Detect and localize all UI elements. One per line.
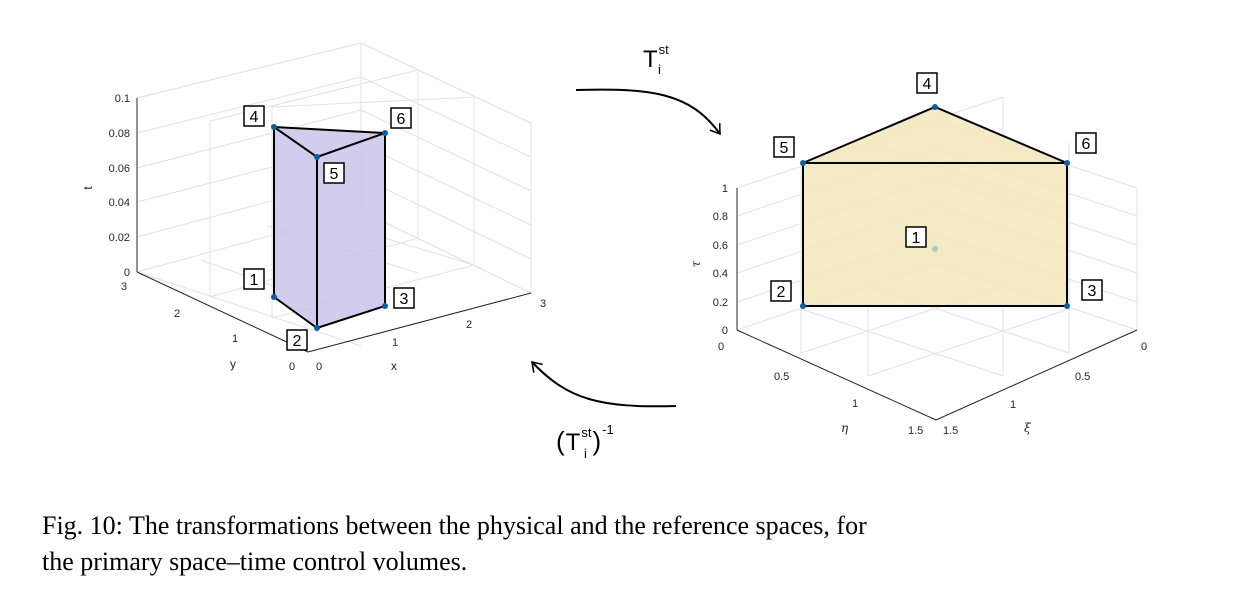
inverse-arrow <box>531 360 677 408</box>
svg-text:5: 5 <box>330 166 339 183</box>
svg-text:5: 5 <box>780 140 789 157</box>
eta-tick: 0.5 <box>774 371 789 383</box>
left-vertex-5: 5 <box>323 162 345 184</box>
left-x-ticks: 0 1 2 3 <box>316 298 546 373</box>
right-vertex-5: 5 <box>773 136 795 158</box>
t-tick: 0 <box>124 267 130 279</box>
right-axes <box>736 188 1138 421</box>
y-axis-label: y <box>230 357 236 371</box>
y-tick: 3 <box>121 281 127 293</box>
left-t-ticks: 0.1 0.08 0.06 0.04 0.02 0 <box>109 93 130 279</box>
t-tick: 0.08 <box>109 128 130 140</box>
left-vertex-4: 4 <box>243 105 265 127</box>
svg-text:3: 3 <box>400 291 409 308</box>
left-vertex-labels: 1 2 3 4 5 6 <box>243 105 415 351</box>
right-vertex-labels: 1 2 3 4 5 6 <box>770 72 1103 302</box>
x-tick: 3 <box>540 298 546 310</box>
forward-map-subscript: i <box>658 62 661 77</box>
xi-tick: 0.5 <box>1075 371 1090 383</box>
left-vertex-3: 3 <box>393 287 415 309</box>
physical-prism <box>270 124 388 331</box>
t-tick: 0.1 <box>115 93 130 105</box>
tau-axis-label: τ <box>689 260 703 267</box>
forward-map-label: Tst <box>643 42 669 73</box>
left-y-ticks: 3 2 1 0 <box>121 281 295 373</box>
svg-text:4: 4 <box>923 76 932 93</box>
x-tick: 2 <box>466 319 472 331</box>
right-vertex-6: 6 <box>1075 132 1097 154</box>
figure-caption: Fig. 10: The transformations between the… <box>42 508 1202 580</box>
caption-line-1: Fig. 10: The transformations between the… <box>42 511 867 540</box>
right-vertex-2: 2 <box>770 280 792 302</box>
right-tau-ticks: 1 0.8 0.6 0.4 0.2 0 <box>713 183 728 337</box>
reference-space-plot: 1 2 3 4 5 6 1 0.8 0.6 0.4 0.2 0 τ 0 0.5 … <box>689 72 1147 437</box>
t-axis-label: t <box>81 186 95 190</box>
inverse-map-label: (Tst)-1 <box>556 422 614 456</box>
tau-tick: 0.2 <box>713 297 728 309</box>
svg-text:1: 1 <box>250 272 259 289</box>
svg-text:2: 2 <box>777 284 786 301</box>
y-tick: 1 <box>232 333 238 345</box>
physical-space-plot: 1 2 3 4 5 6 0.1 0.08 0.06 0.04 0.02 0 t … <box>81 42 546 373</box>
left-vertex-2: 2 <box>286 329 308 351</box>
x-axis-label: x <box>391 359 397 373</box>
figure: 1 2 3 4 5 6 0.1 0.08 0.06 0.04 0.02 0 t … <box>81 42 1147 461</box>
right-vertex-3: 3 <box>1081 279 1103 301</box>
eta-tick: 1 <box>852 398 858 410</box>
xi-tick: 1.5 <box>943 425 958 437</box>
tau-tick: 0.6 <box>713 240 728 252</box>
t-tick: 0.02 <box>109 232 130 244</box>
y-tick: 2 <box>174 308 180 320</box>
svg-text:2: 2 <box>293 333 302 350</box>
eta-tick: 1.5 <box>908 425 923 437</box>
x-tick: 1 <box>392 337 398 349</box>
svg-text:6: 6 <box>1082 136 1091 153</box>
right-vertex-1: 1 <box>905 226 927 248</box>
t-tick: 0.06 <box>109 163 130 175</box>
tau-tick: 0.8 <box>713 211 728 223</box>
reference-prism <box>800 104 1070 309</box>
left-vertex-6: 6 <box>390 107 412 129</box>
tau-tick: 1 <box>722 183 728 195</box>
x-tick: 0 <box>316 361 322 373</box>
y-tick: 0 <box>289 361 295 373</box>
svg-text:6: 6 <box>397 111 406 128</box>
left-axes <box>136 98 532 353</box>
xi-axis-label: ξ <box>1024 421 1032 435</box>
eta-tick: 0 <box>718 341 724 353</box>
svg-text:3: 3 <box>1088 283 1097 300</box>
caption-line-2: the primary space–time control volumes. <box>42 547 468 576</box>
left-vertex-1: 1 <box>243 268 265 290</box>
tau-tick: 0 <box>722 325 728 337</box>
svg-text:1: 1 <box>912 230 921 247</box>
eta-axis-label: η <box>841 421 849 435</box>
right-vertex-4: 4 <box>916 72 938 94</box>
right-xi-ticks: 0 0.5 1 1.5 <box>943 341 1147 437</box>
forward-arrow <box>575 88 721 136</box>
xi-tick: 1 <box>1010 399 1016 411</box>
svg-text:4: 4 <box>250 109 259 126</box>
t-tick: 0.04 <box>109 197 130 209</box>
inverse-map-subscript: i <box>584 446 587 461</box>
tau-tick: 0.4 <box>713 268 728 280</box>
right-eta-ticks: 0 0.5 1 1.5 <box>718 341 923 437</box>
xi-tick: 0 <box>1141 341 1147 353</box>
